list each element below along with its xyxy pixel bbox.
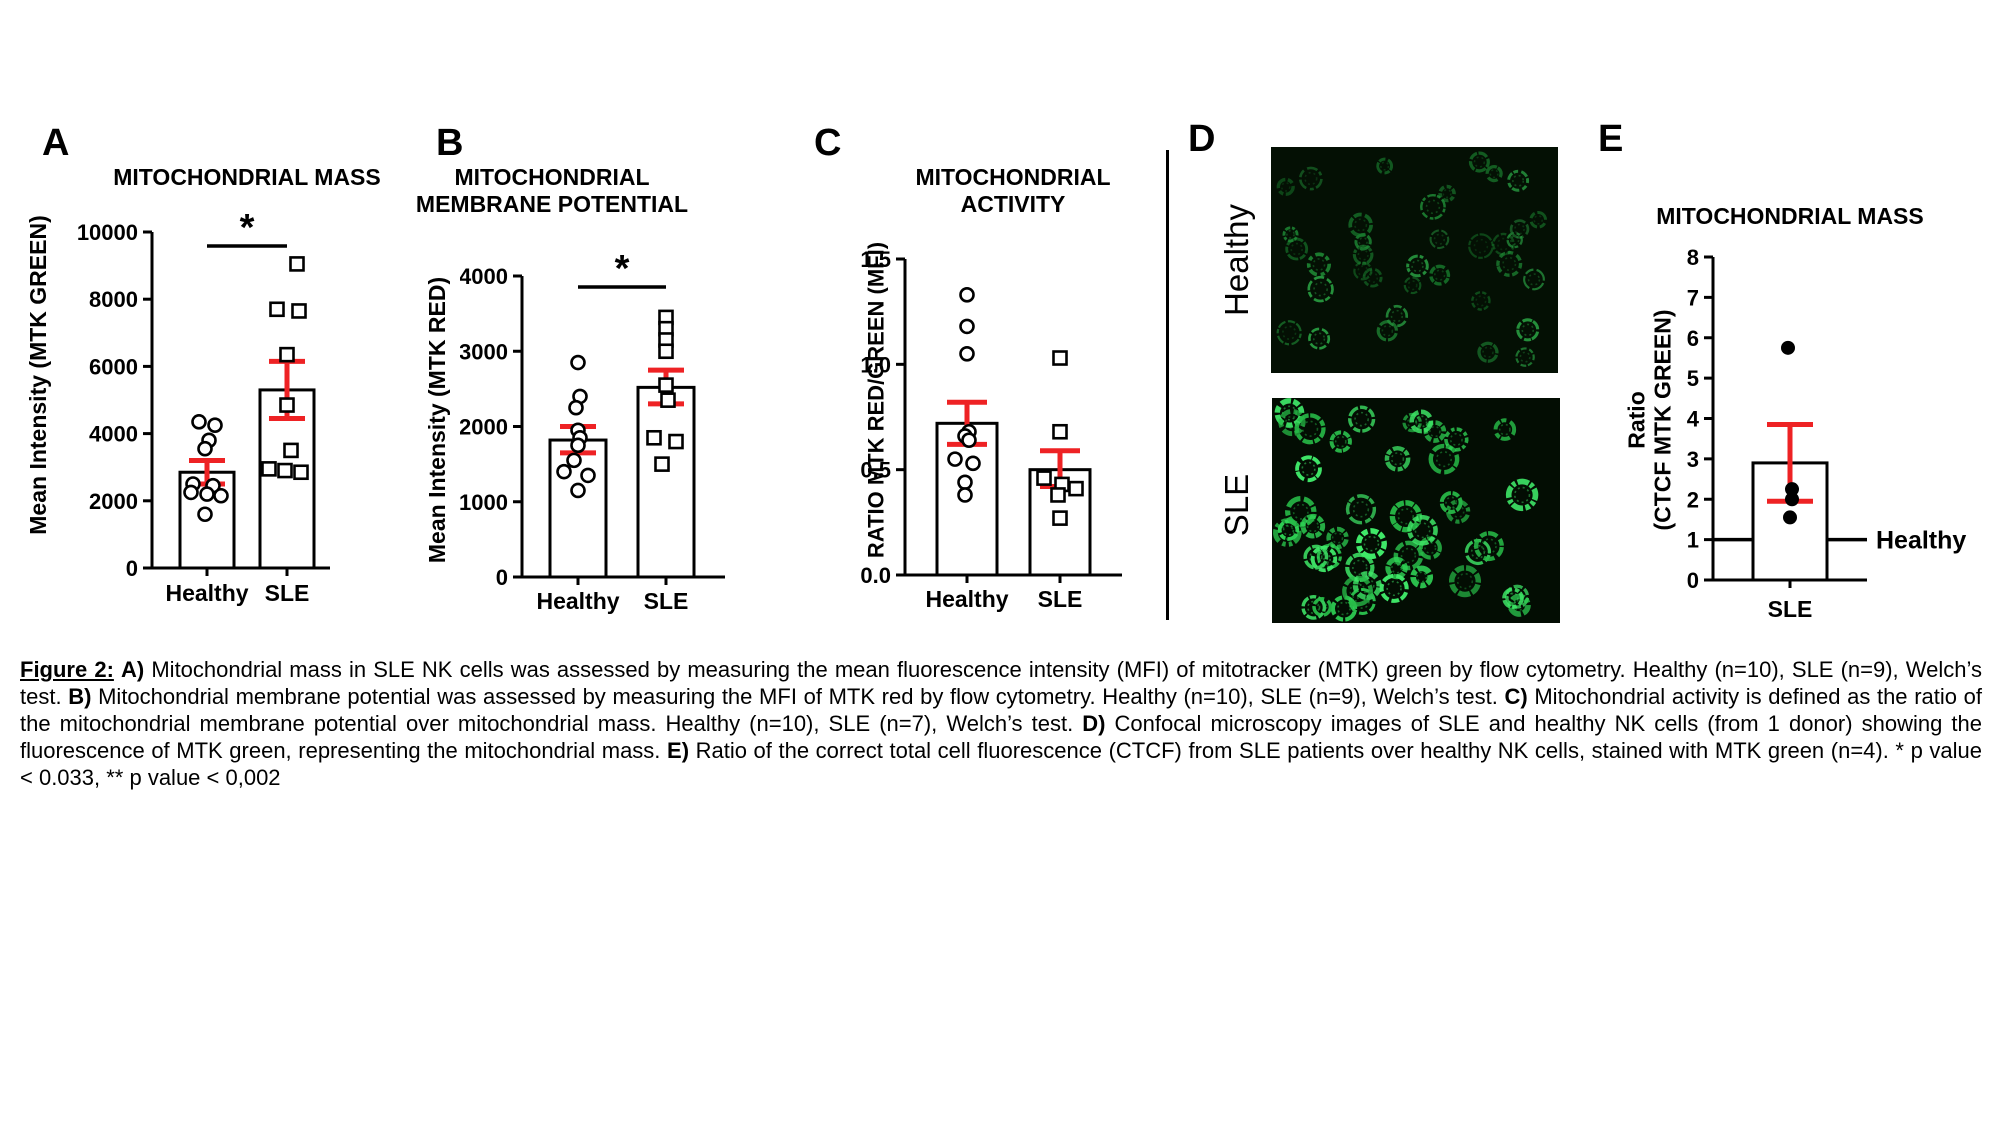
svg-text:4000: 4000 bbox=[460, 264, 508, 289]
panel-a-label: A bbox=[42, 122, 70, 164]
caption-segment: Figure 2: bbox=[20, 657, 114, 682]
panel-a-chart: 0 2000 4000 6000 8000 10000 Healthy SLE * bbox=[78, 207, 330, 606]
svg-text:1000: 1000 bbox=[460, 490, 508, 515]
panel-a: A MITOCHONDRIAL MASS Mean Intensity (MTK… bbox=[0, 90, 381, 655]
panel-d-sle-label: SLE bbox=[1218, 473, 1255, 537]
svg-text:10000: 10000 bbox=[78, 220, 138, 245]
panel-c-title-line2: ACTIVITY bbox=[960, 191, 1066, 218]
svg-text:1.5: 1.5 bbox=[860, 247, 891, 272]
svg-text:8: 8 bbox=[1687, 245, 1699, 270]
svg-text:SLE: SLE bbox=[644, 588, 689, 614]
panel-b-y-axis-label: Mean Intensity (MTK RED) bbox=[423, 276, 450, 564]
svg-text:2000: 2000 bbox=[460, 415, 508, 440]
panel-b-title: MITOCHONDRIAL MEMBRANE POTENTIAL bbox=[416, 164, 688, 218]
svg-text:4000: 4000 bbox=[89, 422, 138, 447]
caption-segment: Mitochondrial mass in SLE NK cells was a… bbox=[20, 657, 1982, 710]
panel-b: B MITOCHONDRIAL MEMBRANE POTENTIAL Mean … bbox=[330, 90, 725, 655]
panel-e: E MITOCHONDRIAL MASS Ratio (CTCF MTK GRE… bbox=[1580, 90, 2000, 655]
panel-b-title-line1: MITOCHONDRIAL bbox=[454, 164, 650, 190]
panel-b-title-line2: MEMBRANE POTENTIAL bbox=[415, 191, 689, 218]
svg-text:0: 0 bbox=[1687, 568, 1699, 593]
panel-e-y-axis-label-line1: Ratio bbox=[1623, 391, 1650, 449]
panel-d-healthy-label: Healthy bbox=[1218, 204, 1255, 316]
svg-text:Healthy: Healthy bbox=[925, 586, 1008, 612]
confocal-image-healthy bbox=[1271, 147, 1558, 373]
panel-b-label: B bbox=[436, 122, 464, 164]
svg-text:Healthy: Healthy bbox=[165, 580, 248, 606]
svg-text:7: 7 bbox=[1687, 285, 1699, 310]
svg-text:0: 0 bbox=[126, 556, 138, 581]
panel-e-label: E bbox=[1598, 118, 1624, 160]
svg-text:1: 1 bbox=[1687, 528, 1699, 553]
caption-segment bbox=[114, 657, 121, 682]
confocal-image-sle bbox=[1272, 398, 1560, 623]
caption-segment: A) bbox=[121, 657, 145, 682]
svg-text:3: 3 bbox=[1687, 447, 1699, 472]
svg-text:5: 5 bbox=[1687, 366, 1699, 391]
svg-text:6: 6 bbox=[1687, 326, 1699, 351]
panel-e-title: MITOCHONDRIAL MASS bbox=[1656, 203, 1924, 229]
panel-b-chart: 0 1000 2000 3000 4000 Healthy SLE * bbox=[460, 248, 725, 614]
svg-text:SLE: SLE bbox=[1768, 596, 1813, 622]
caption-segment: Mitochondrial membrane potential was ass… bbox=[91, 684, 1505, 710]
panel-e-chart: 0 1 2 3 4 5 6 7 8 Healthy SLE bbox=[1687, 245, 1967, 622]
caption-segment: Ratio of the correct total cell fluoresc… bbox=[20, 738, 1982, 791]
svg-text:0.5: 0.5 bbox=[860, 458, 891, 483]
svg-text:2000: 2000 bbox=[89, 489, 138, 514]
svg-text:0: 0 bbox=[496, 565, 508, 590]
svg-text:4: 4 bbox=[1687, 407, 1700, 432]
caption-segment: E) bbox=[667, 738, 690, 764]
panel-c-title: MITOCHONDRIAL ACTIVITY bbox=[915, 164, 1110, 218]
figure-caption: Figure 2: A) Mitochondrial mass in SLE N… bbox=[20, 656, 1982, 791]
svg-text:1.0: 1.0 bbox=[860, 352, 891, 377]
caption-segment: Mitochondrial activity is defined as the… bbox=[20, 684, 1982, 737]
panel-c-label: C bbox=[814, 122, 842, 164]
caption-segment: C) bbox=[1504, 684, 1528, 710]
svg-text:2: 2 bbox=[1687, 487, 1699, 512]
caption-segment: Confocal microscopy images of SLE and he… bbox=[20, 711, 1982, 764]
svg-text:Healthy: Healthy bbox=[536, 588, 619, 614]
panel-d-label: D bbox=[1188, 118, 1216, 160]
svg-text:3000: 3000 bbox=[460, 339, 508, 364]
svg-text:SLE: SLE bbox=[265, 580, 310, 606]
panel-a-title: MITOCHONDRIAL MASS bbox=[113, 164, 381, 190]
caption-segment: B) bbox=[68, 684, 92, 710]
panel-c: C MITOCHONDRIAL ACTIVITY RATIO MTK RED/G… bbox=[800, 90, 1180, 655]
panel-c-chart: 0.0 0.5 1.0 1.5 Healthy SLE bbox=[860, 247, 1122, 612]
panel-c-title-line1: MITOCHONDRIAL bbox=[915, 164, 1111, 190]
section-divider-line bbox=[1166, 150, 1169, 620]
svg-text:SLE: SLE bbox=[1038, 586, 1083, 612]
svg-text:*: * bbox=[615, 248, 630, 290]
svg-text:0.0: 0.0 bbox=[860, 563, 891, 588]
svg-text:Healthy: Healthy bbox=[1876, 527, 1966, 555]
svg-text:8000: 8000 bbox=[89, 287, 138, 312]
svg-text:*: * bbox=[240, 207, 255, 249]
caption-segment: D) bbox=[1082, 711, 1106, 737]
panel-a-y-axis-label: Mean Intensity (MTK GREEN) bbox=[24, 215, 51, 535]
svg-text:6000: 6000 bbox=[89, 354, 138, 379]
